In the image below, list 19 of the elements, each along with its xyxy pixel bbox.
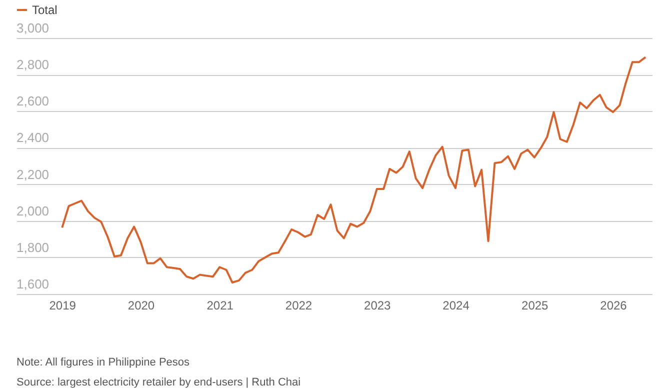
y-tick-label: 2,600 bbox=[16, 94, 50, 109]
y-tick-label: 3,000 bbox=[16, 20, 50, 36]
y-tick-label: 1,600 bbox=[16, 276, 50, 292]
legend-label: Total bbox=[32, 3, 58, 17]
y-tick-label: 1,800 bbox=[16, 240, 50, 255]
x-tick-label: 2021 bbox=[206, 298, 234, 312]
y-tick-label: 2,800 bbox=[16, 57, 50, 72]
text: Note: All figures in Philippine Pesos bbox=[16, 356, 190, 368]
source-note: Source: largest electricity retailer by end-users | Ruth Chai bbox=[16, 376, 301, 388]
x-tick-label: 2023 bbox=[364, 298, 392, 312]
y-tick-label: 2,400 bbox=[16, 130, 50, 146]
x-tick-label: 2022 bbox=[285, 298, 312, 312]
x-tick-label: 2020 bbox=[128, 298, 155, 312]
y-tick-label: 2,200 bbox=[16, 166, 50, 182]
y-tick-label: 2,000 bbox=[16, 203, 50, 218]
x-tick-label: 2026 bbox=[600, 298, 628, 312]
x-tick-label: 2025 bbox=[522, 298, 549, 312]
x-tick-label: 2019 bbox=[49, 298, 76, 312]
x-tick-label: 2024 bbox=[442, 298, 470, 312]
